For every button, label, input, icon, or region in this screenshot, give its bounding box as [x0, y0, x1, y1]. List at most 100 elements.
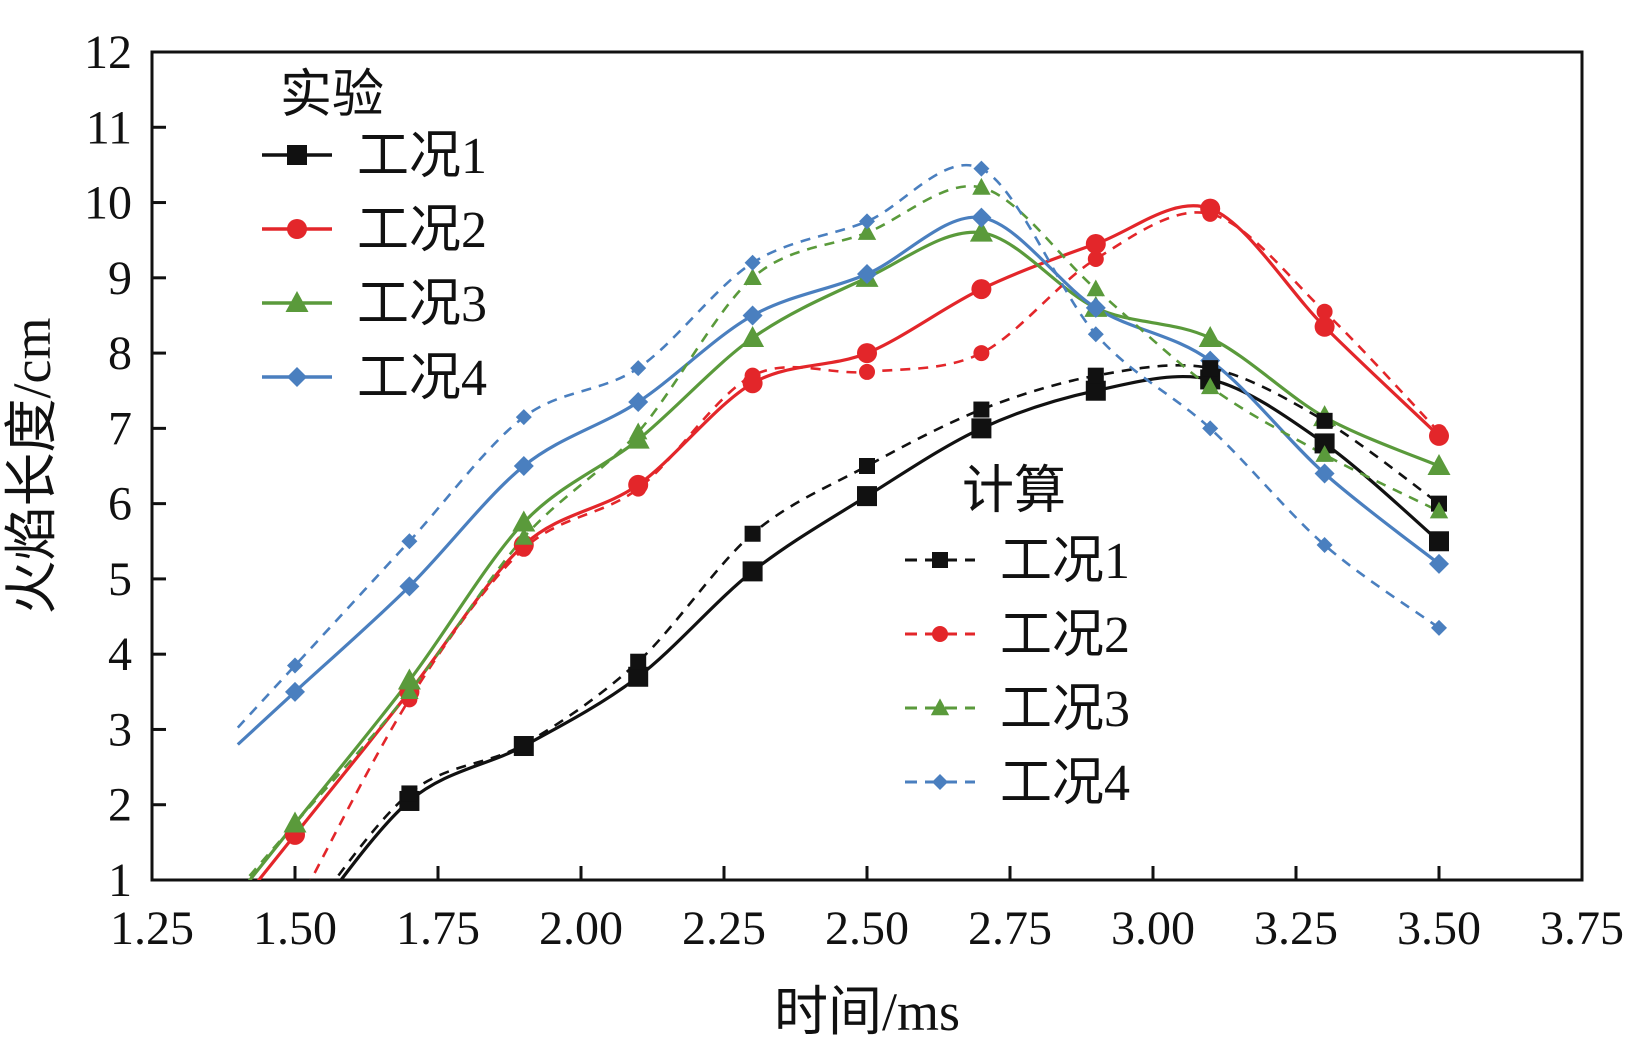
data-point [630, 360, 647, 377]
x-tick-label: 2.50 [825, 902, 909, 955]
legend-calculation: 计算 工况1 工况2 工况3 工况4 [905, 463, 1130, 812]
data-point [512, 510, 536, 532]
data-point [857, 343, 877, 364]
x-tick-label: 3.75 [1540, 902, 1624, 955]
data-point [971, 279, 992, 300]
data-point [973, 160, 990, 177]
data-point [401, 533, 418, 550]
data-point [859, 363, 875, 380]
data-point [285, 813, 305, 831]
legend-label: 工况1 [1000, 533, 1130, 590]
data-point [1087, 251, 1104, 267]
x-tick-label: 3.00 [1111, 902, 1195, 955]
data-point [1314, 463, 1335, 484]
x-tick-label: 1.75 [396, 902, 480, 955]
y-tick-label: 2 [108, 779, 132, 832]
legend-label: 工况1 [357, 128, 487, 185]
legend-item: 工况4 [262, 350, 487, 407]
data-point [1427, 454, 1451, 475]
data-point [1085, 233, 1106, 254]
y-tick-label: 3 [108, 703, 132, 756]
data-point [287, 657, 303, 674]
data-point [741, 326, 765, 348]
data-point [857, 223, 877, 240]
legend-marker [930, 698, 950, 716]
data-point [1431, 424, 1447, 441]
data-point [744, 525, 761, 542]
data-point [857, 264, 877, 285]
x-tick-label: 3.50 [1397, 902, 1481, 955]
data-point [515, 409, 532, 426]
marker-layer [283, 160, 1451, 845]
x-tick-label: 1.25 [110, 902, 194, 955]
data-point [1085, 297, 1106, 318]
y-tick-label: 12 [84, 26, 132, 79]
legend-item: 工况4 [905, 755, 1130, 812]
x-axis-ticks: 1.25 1.50 1.75 2.00 2.25 2.50 2.75 3.00 3.25 3.50… [110, 866, 1624, 955]
data-point [1087, 367, 1104, 384]
data-point [1202, 205, 1219, 222]
data-point [397, 668, 421, 690]
y-tick-label: 10 [84, 177, 132, 230]
data-point [630, 653, 647, 670]
data-point [1314, 316, 1335, 337]
y-tick-label: 1 [108, 854, 132, 907]
data-point [1314, 433, 1335, 454]
data-point [744, 254, 761, 271]
legend-label: 工况2 [357, 202, 487, 259]
y-axis-title: 火焰长度/cm [2, 318, 62, 615]
x-tick-label: 2.00 [539, 902, 623, 955]
data-point [400, 682, 419, 700]
data-point [1085, 380, 1106, 401]
y-tick-label: 6 [108, 478, 132, 531]
legend-experiment: 实验 工况1 工况2 工况3 工况4 [262, 67, 487, 407]
legend-experiment-title: 实验 [280, 67, 384, 124]
data-point [1429, 553, 1449, 574]
legend-marker [932, 626, 948, 642]
legend-item: 工况2 [262, 202, 487, 259]
data-point [744, 367, 761, 384]
x-axis-title: 时间/ms [774, 982, 960, 1042]
y-tick-label: 7 [108, 402, 132, 455]
legend-calc-title: 计算 [962, 463, 1066, 520]
data-point [399, 576, 420, 597]
y-tick-label: 4 [108, 628, 132, 681]
data-point [1087, 326, 1104, 343]
data-point [1202, 420, 1219, 437]
legend-item: 工况1 [905, 533, 1130, 590]
legend-item: 工况1 [262, 128, 487, 185]
legend-label: 工况3 [1000, 681, 1130, 738]
data-point [971, 418, 992, 439]
data-point [1201, 377, 1220, 395]
data-point [1429, 531, 1449, 552]
data-point [971, 207, 992, 228]
data-point [857, 486, 877, 507]
y-tick-label: 9 [108, 252, 132, 305]
legend-item: 工况3 [905, 681, 1130, 738]
legend-label: 工况2 [1000, 607, 1130, 664]
data-point [1086, 279, 1105, 297]
legend-label: 工况4 [1000, 755, 1130, 812]
y-tick-label: 8 [108, 327, 132, 380]
data-point [742, 305, 763, 326]
legend-item: 工况3 [262, 276, 487, 333]
legend-marker [287, 145, 307, 165]
data-point [515, 736, 532, 753]
data-point [969, 220, 993, 242]
y-tick-label: 11 [86, 101, 132, 154]
y-tick-label: 5 [108, 553, 132, 606]
data-point [401, 785, 418, 802]
data-point [973, 345, 990, 362]
data-point [972, 177, 991, 195]
data-point [1429, 501, 1449, 519]
data-point [973, 401, 990, 418]
legend-marker [287, 367, 307, 387]
data-point [1316, 537, 1333, 554]
data-point [859, 458, 875, 474]
data-point [629, 422, 648, 440]
series-line-exp-1 [338, 374, 1441, 880]
x-tick-label: 2.75 [968, 902, 1052, 955]
data-point [630, 480, 647, 497]
data-point [743, 268, 762, 286]
